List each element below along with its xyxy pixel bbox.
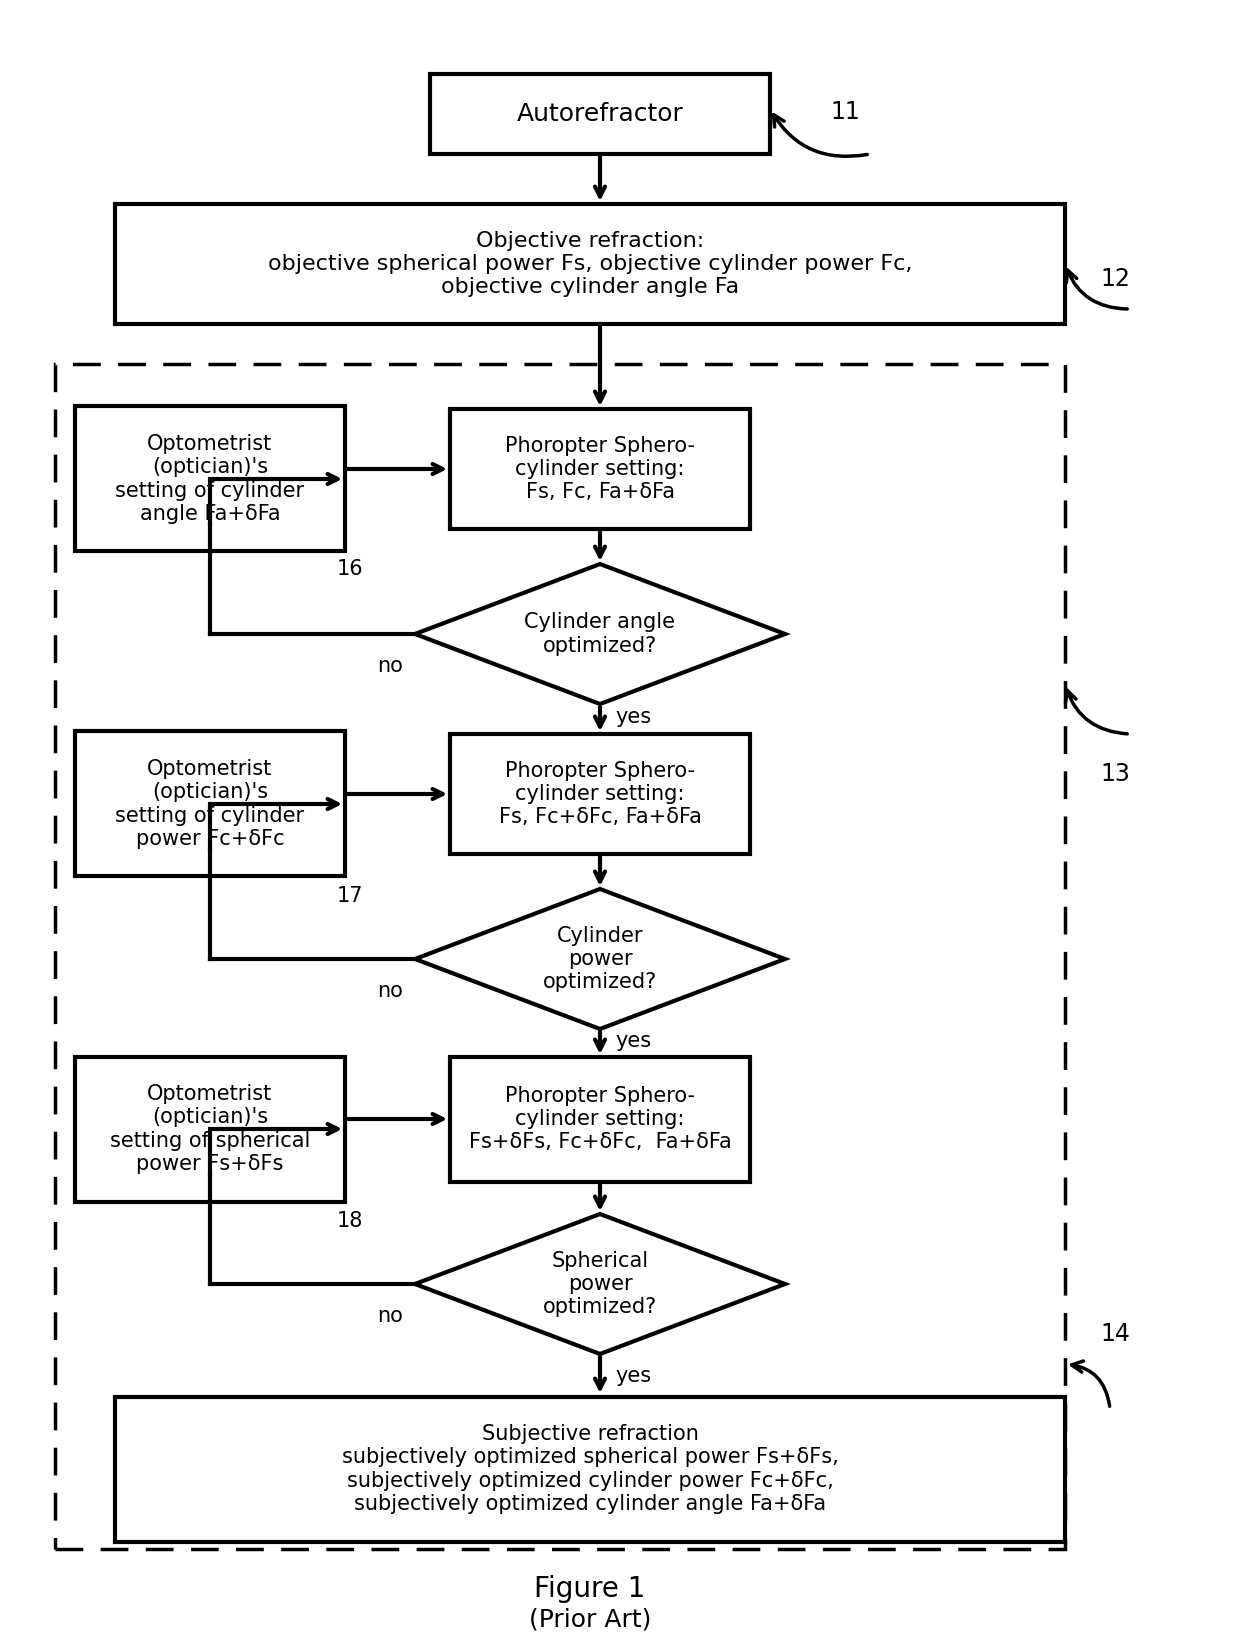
Text: Autorefractor: Autorefractor	[517, 102, 683, 127]
Text: no: no	[377, 656, 403, 676]
Text: Cylinder angle
optimized?: Cylinder angle optimized?	[525, 613, 676, 656]
Bar	[74, 406, 345, 551]
Text: Objective refraction:
objective spherical power Fs, objective cylinder power Fc,: Objective refraction: objective spherica…	[268, 230, 913, 298]
Bar	[74, 1057, 345, 1202]
Text: Subjective refraction
subjectively optimized spherical power Fs+δFs,
subjectivel: Subjective refraction subjectively optim…	[342, 1424, 838, 1514]
Text: Optometrist
(optician)'s
setting of cylinder
power Fc+δFc: Optometrist (optician)'s setting of cyli…	[115, 760, 305, 848]
Text: Optometrist
(optician)'s
setting of spherical
power Fs+δFs: Optometrist (optician)'s setting of sphe…	[110, 1083, 310, 1174]
Text: Figure 1: Figure 1	[534, 1575, 646, 1603]
Text: 11: 11	[830, 100, 859, 123]
Text: 18: 18	[337, 1212, 363, 1231]
Text: yes: yes	[615, 1366, 651, 1386]
Bar	[430, 74, 770, 155]
Bar	[115, 204, 1065, 324]
Text: yes: yes	[615, 1031, 651, 1051]
Bar	[450, 1057, 750, 1182]
Text: 13: 13	[1100, 763, 1130, 786]
Text: Spherical
power
optimized?: Spherical power optimized?	[543, 1251, 657, 1317]
Text: no: no	[377, 1305, 403, 1327]
Text: no: no	[377, 981, 403, 1001]
Polygon shape	[415, 564, 785, 704]
Text: 12: 12	[1100, 266, 1130, 291]
Bar	[55, 363, 1065, 1549]
Bar	[115, 1396, 1065, 1542]
Text: Optometrist
(optician)'s
setting of cylinder
angle Fa+δFa: Optometrist (optician)'s setting of cyli…	[115, 434, 305, 524]
Bar	[74, 732, 345, 876]
Text: Cylinder
power
optimized?: Cylinder power optimized?	[543, 926, 657, 993]
Text: Phoropter Sphero-
cylinder setting:
Fs, Fc, Fa+δFa: Phoropter Sphero- cylinder setting: Fs, …	[505, 436, 694, 501]
Bar	[450, 733, 750, 853]
Polygon shape	[415, 889, 785, 1029]
Text: yes: yes	[615, 707, 651, 727]
Bar	[450, 409, 750, 529]
Text: 16: 16	[337, 559, 363, 579]
Polygon shape	[415, 1213, 785, 1355]
Text: 14: 14	[1100, 1322, 1130, 1346]
Text: (Prior Art): (Prior Art)	[528, 1606, 651, 1631]
Text: 17: 17	[337, 886, 363, 906]
Text: Phoropter Sphero-
cylinder setting:
Fs, Fc+δFc, Fa+δFa: Phoropter Sphero- cylinder setting: Fs, …	[498, 761, 702, 827]
Text: Phoropter Sphero-
cylinder setting:
Fs+δFs, Fc+δFc,  Fa+δFa: Phoropter Sphero- cylinder setting: Fs+δ…	[469, 1085, 732, 1152]
